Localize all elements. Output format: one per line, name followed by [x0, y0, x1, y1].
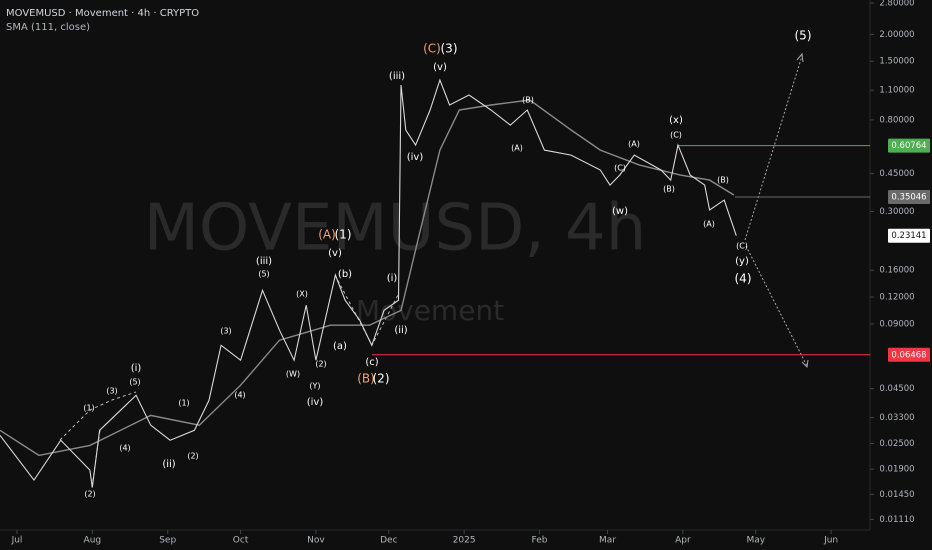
wave-label: (v) [328, 248, 342, 259]
wave-label: (w) [612, 206, 628, 217]
y-tick-label: 0.01450 [879, 490, 914, 500]
wave-label: (b) [338, 269, 352, 280]
wave-label: (2) [84, 490, 95, 499]
wave-label: (a) [333, 341, 347, 352]
wave-label: (ii) [162, 459, 175, 470]
x-tick-label: May [746, 536, 765, 546]
y-tick-label: 2.80000 [879, 0, 914, 8]
wave-label: (3) [220, 327, 231, 336]
wave-label: (2) [315, 360, 326, 369]
wave-label: (iii) [389, 71, 405, 82]
wave-label: (i) [387, 273, 398, 284]
y-tick-label: 2.00000 [879, 30, 914, 40]
wave-label: (C) [423, 42, 441, 56]
wave-label: (2) [373, 372, 390, 386]
wave-label: (c) [365, 357, 378, 368]
wave-label: (2) [187, 452, 198, 461]
wave-label: (5) [795, 29, 812, 43]
price-badge [888, 189, 930, 204]
wave-label: (1) [335, 228, 352, 242]
y-tick-label: 1.10000 [879, 86, 914, 96]
watermark: MOVEMUSD, 4h [144, 192, 647, 266]
x-tick-label: 2025 [453, 536, 476, 546]
price-badge-label: 0.23141 [891, 231, 926, 241]
y-tick-label: 0.16000 [879, 266, 914, 276]
wave-label: (3) [106, 387, 117, 396]
y-tick-label: 0.01900 [879, 465, 914, 475]
y-tick-label: 0.80000 [879, 115, 914, 125]
wave-label: (y) [735, 256, 749, 267]
price-badge [888, 347, 930, 362]
wave-label: (Y) [309, 382, 320, 391]
y-tick-label: 0.01110 [879, 515, 914, 525]
price-badge-label: 0.06468 [891, 350, 926, 360]
y-tick-label: 0.03300 [879, 413, 914, 423]
watermark-sub: Movement [356, 294, 504, 327]
sma-line [0, 99, 735, 457]
x-tick-label: Jun [823, 536, 838, 546]
wave-label: (A) [511, 144, 523, 153]
y-tick-label: 0.30000 [879, 207, 914, 217]
price-badge [888, 228, 930, 243]
wave-label: (B) [522, 96, 534, 105]
wave-line [59, 391, 137, 441]
indicator-label: SMA (111, close) [6, 22, 90, 33]
wave-label: (x) [669, 115, 683, 126]
wave-label: (C) [736, 242, 748, 251]
x-tick-label: Dec [380, 536, 397, 546]
wave-label: (A) [703, 220, 715, 229]
chart-title: MOVEMUSD · Movement · 4h · CRYPTO [6, 8, 199, 19]
price-line [0, 78, 737, 488]
wave-label: (C) [670, 131, 682, 140]
x-tick-label: Sep [159, 536, 176, 546]
x-tick-label: Aug [84, 536, 102, 546]
wave-label: (4) [735, 272, 752, 286]
wave-label: (C) [614, 164, 626, 173]
y-tick-label: 1.50000 [879, 57, 914, 67]
wave-label: (1) [83, 404, 94, 413]
wave-label: (5) [258, 270, 269, 279]
wave-label: (ii) [394, 325, 407, 336]
x-tick-label: Nov [307, 536, 325, 546]
y-tick-label: 0.02500 [879, 439, 914, 449]
y-tick-label: 0.09000 [879, 319, 914, 329]
wave-label: (X) [296, 290, 308, 299]
x-tick-label: Oct [233, 536, 249, 546]
wave-label: (iv) [407, 152, 424, 163]
wave-label: (v) [433, 62, 447, 73]
y-tick-label: 0.12000 [879, 293, 914, 303]
wave-label: (1) [178, 399, 189, 408]
wave-label: (B) [357, 372, 375, 386]
wave-label: (W) [286, 370, 300, 379]
price-badge-label: 0.60764 [891, 141, 926, 151]
wave-label: (A) [628, 140, 640, 149]
x-tick-label: Jul [11, 536, 23, 546]
projection-arrow [745, 245, 808, 367]
projection-arrow [744, 55, 803, 241]
wave-label: (i) [131, 363, 142, 374]
wave-label: (B) [663, 185, 675, 194]
wave-label: (4) [119, 444, 130, 453]
y-tick-label: 0.04500 [879, 384, 914, 394]
x-tick-label: Apr [675, 536, 691, 546]
y-tick-label: 0.45000 [879, 169, 914, 179]
wave-label: (iv) [307, 397, 324, 408]
wave-label: (B) [717, 176, 729, 185]
wave-label: (4) [234, 391, 245, 400]
arrow-head [796, 52, 804, 63]
arrow-head [801, 359, 809, 369]
price-badge [888, 138, 930, 153]
x-tick-label: Mar [599, 536, 616, 546]
wave-label: (5) [129, 378, 140, 387]
wave-label: (3) [441, 42, 458, 56]
x-tick-label: Feb [532, 536, 548, 546]
price-badge-label: 0.35046 [891, 192, 926, 202]
wave-label: (iii) [256, 256, 272, 267]
wave-label: (A) [318, 228, 336, 242]
